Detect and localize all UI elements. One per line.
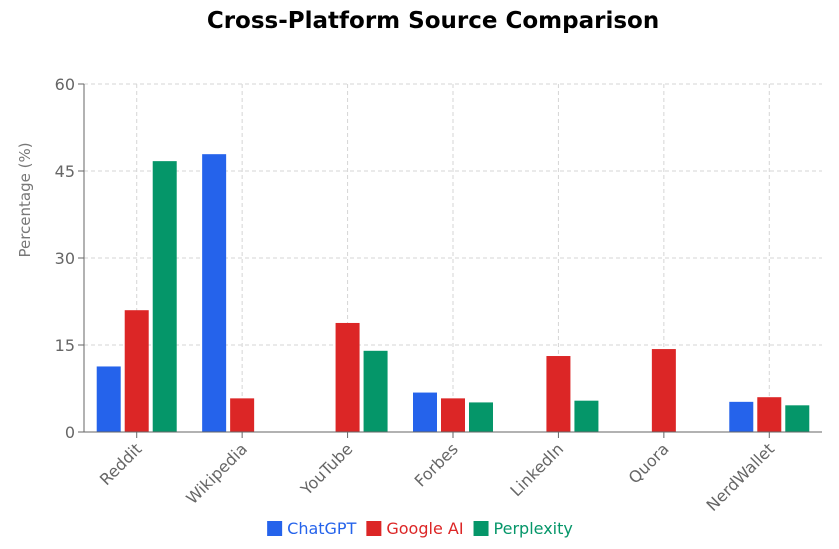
bar-perplexity bbox=[152, 161, 177, 432]
x-tick-label: Reddit bbox=[96, 439, 146, 489]
legend-swatch bbox=[267, 521, 283, 536]
grid bbox=[84, 83, 822, 432]
legend-label: Perplexity bbox=[494, 519, 573, 538]
bar-perplexity bbox=[469, 402, 493, 432]
bar-google-ai bbox=[230, 398, 255, 432]
y-tick-label: 45 bbox=[55, 162, 75, 181]
axes bbox=[78, 83, 822, 438]
x-tick-labels: Reddit Wikipedia YouTube Forbes LinkedIn Quor… bbox=[96, 439, 778, 515]
y-axis-title: Percentage (%) bbox=[16, 142, 34, 257]
bar-perplexity bbox=[363, 350, 388, 432]
bar-perplexity bbox=[574, 400, 599, 432]
bar-google-ai bbox=[651, 349, 676, 432]
chart-title: Cross-Platform Source Comparison bbox=[207, 8, 659, 34]
bar-google-ai bbox=[757, 397, 782, 432]
x-tick-label: LinkedIn bbox=[506, 439, 567, 500]
legend: ChatGPT Google AI Perplexity bbox=[267, 519, 573, 538]
x-tick-label: Quora bbox=[625, 439, 673, 487]
x-tick-label: Forbes bbox=[411, 439, 462, 490]
y-tick-label: 30 bbox=[55, 249, 75, 268]
bar-chatgpt bbox=[413, 392, 437, 432]
x-tick-label: YouTube bbox=[296, 439, 356, 499]
bar-chatgpt bbox=[96, 366, 121, 432]
bar-google-ai bbox=[124, 310, 149, 432]
x-tick-label: NerdWallet bbox=[703, 439, 779, 515]
bar-google-ai bbox=[335, 322, 360, 432]
y-tick-label: 60 bbox=[55, 75, 75, 94]
y-tick-label: 15 bbox=[55, 336, 75, 355]
bar-google-ai bbox=[441, 398, 465, 432]
bar-chatgpt bbox=[729, 401, 754, 432]
bars bbox=[96, 154, 810, 432]
legend-label: ChatGPT bbox=[287, 519, 356, 538]
bar-perplexity bbox=[785, 405, 810, 432]
y-tick-label: 0 bbox=[65, 423, 75, 442]
x-tick-label: Wikipedia bbox=[182, 439, 251, 508]
legend-swatch bbox=[366, 521, 382, 536]
y-tick-labels: 0 15 30 45 60 bbox=[55, 75, 75, 442]
bar-google-ai bbox=[546, 356, 571, 432]
bar-chatgpt bbox=[202, 154, 227, 432]
legend-swatch bbox=[473, 521, 489, 536]
legend-label: Google AI bbox=[386, 519, 463, 538]
